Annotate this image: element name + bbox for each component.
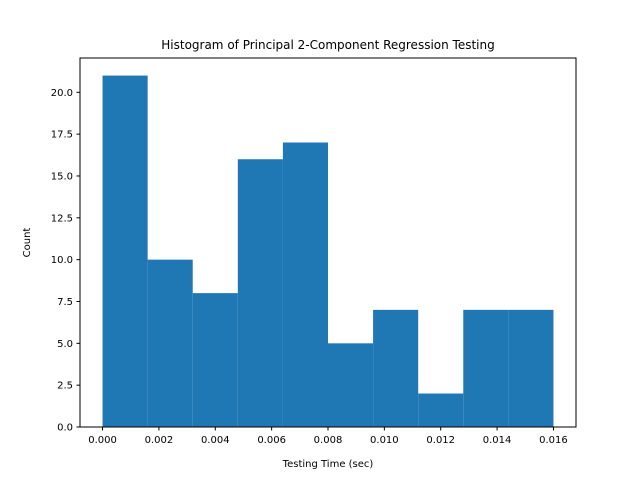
y-tick-label: 5.0 xyxy=(57,339,73,350)
bars-group xyxy=(102,75,554,428)
histogram-bar xyxy=(102,75,148,428)
y-tick-label: 20.0 xyxy=(51,88,73,99)
chart-title: Histogram of Principal 2-Component Regre… xyxy=(161,38,494,52)
histogram-bar xyxy=(328,343,374,427)
x-tick-label: 0.014 xyxy=(483,435,512,446)
x-tick-label: 0.006 xyxy=(257,435,286,446)
x-tick-label: 0.010 xyxy=(370,435,399,446)
y-tick-label: 7.5 xyxy=(57,297,73,308)
x-tick-label: 0.004 xyxy=(201,435,230,446)
plot-frame xyxy=(79,57,577,428)
x-tick-label: 0.016 xyxy=(539,435,568,446)
y-axis-label: Count xyxy=(22,228,33,258)
histogram-bar xyxy=(463,309,509,427)
x-tick-label: 0.000 xyxy=(88,435,117,446)
y-axis-ticks: 0.0 2.5 5.0 7.5 10.0 12.5 15.0 17.5 20.0 xyxy=(51,88,80,434)
y-tick-label: 10.0 xyxy=(51,255,73,266)
y-tick-label: 17.5 xyxy=(51,130,73,141)
x-tick-label: 0.002 xyxy=(145,435,174,446)
y-tick-label: 2.5 xyxy=(57,381,73,392)
histogram-bar xyxy=(237,159,283,427)
y-tick-label: 15.0 xyxy=(51,171,73,182)
histogram-bar xyxy=(282,142,328,428)
y-tick-label: 12.5 xyxy=(51,213,73,224)
x-axis-label: Testing Time (sec) xyxy=(282,459,374,470)
histogram-bar xyxy=(192,293,238,427)
histogram-bar xyxy=(373,309,419,427)
y-tick-label: 0.0 xyxy=(57,423,73,434)
histogram-bar xyxy=(508,309,554,427)
x-axis-ticks: 0.000 0.002 0.004 0.006 0.008 0.010 0.012 0.014… xyxy=(88,427,568,446)
histogram-bar xyxy=(147,259,193,427)
x-tick-label: 0.008 xyxy=(314,435,343,446)
histogram-bar xyxy=(418,393,464,427)
x-tick-label: 0.012 xyxy=(426,435,455,446)
